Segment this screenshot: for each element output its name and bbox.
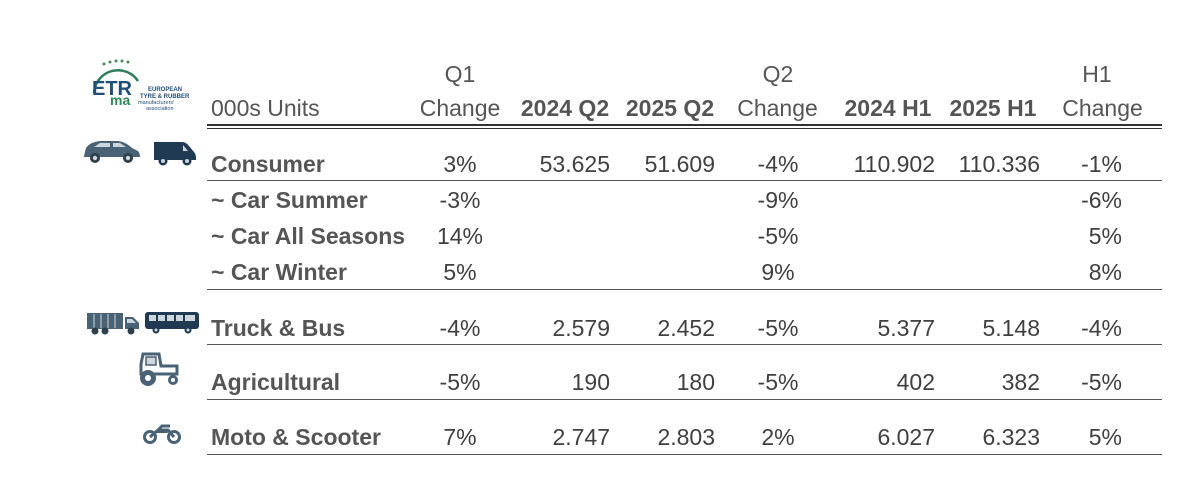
table-row: ~ Car Summer -3% -9% -6% — [0, 182, 1200, 218]
cell-h1-2025: 110.336 — [958, 151, 1040, 177]
cell-h1-2025: 6.323 — [982, 424, 1040, 450]
cell-q1-change: -3% — [439, 187, 481, 213]
truck-icon — [87, 313, 139, 335]
cell-q2-change: -5% — [757, 369, 799, 395]
header-units: 000s Units — [211, 95, 320, 121]
cell-q1-change: 14% — [436, 223, 484, 249]
bus-icon — [145, 312, 199, 334]
cell-q2-change: 9% — [761, 259, 795, 285]
table-row: Moto & Scooter 7% 2.747 2.803 2% 6.027 6.323 5% — [0, 419, 1200, 455]
table-row: Consumer 3% 53.625 51.609 -4% 110.902 110.336 -… — [0, 146, 1200, 182]
cell-q2-change: -5% — [757, 315, 799, 341]
cell-h1-2025: 382 — [1001, 369, 1040, 395]
cell-q1-change: -5% — [439, 369, 481, 395]
header-q2-bottom: Change — [737, 95, 818, 121]
row-label: Agricultural — [211, 369, 341, 395]
row-separator — [207, 289, 1162, 290]
table-row: ~ Car All Seasons 14% -5% 5% — [0, 218, 1200, 254]
svg-text:association: association — [146, 106, 174, 112]
cell-q2-change: -9% — [757, 187, 799, 213]
cell-q2-2025: 2.803 — [657, 424, 715, 450]
cell-q2-change: -4% — [757, 151, 799, 177]
cell-q1-change: 7% — [443, 424, 477, 450]
cell-q2-change: 2% — [761, 424, 795, 450]
cell-h1-2024: 6.027 — [877, 424, 935, 450]
row-label: Truck & Bus — [211, 315, 346, 341]
cell-h1-2024: 5.377 — [877, 315, 935, 341]
etrma-logo: ETR ma EUROPEAN TYRE & RUBBER manufactur… — [92, 59, 190, 112]
row-separator — [207, 454, 1162, 455]
van-icon — [154, 142, 196, 166]
header-q2-top: Q2 — [762, 61, 794, 87]
cell-q2-change: -5% — [757, 223, 799, 249]
cell-h1-2024: 110.902 — [853, 151, 935, 177]
row-separator — [207, 399, 1162, 400]
header-q1-top: Q1 — [444, 61, 476, 87]
header-h1-top: H1 — [1082, 61, 1112, 87]
cell-h1-change: 5% — [1088, 223, 1122, 249]
cell-q2-2024: 2.747 — [552, 424, 610, 450]
cell-q2-2025: 51.609 — [644, 151, 715, 177]
header-h1-bottom: Change — [1062, 95, 1143, 121]
cell-h1-change: -5% — [1081, 369, 1122, 395]
cell-q2-2024: 53.625 — [539, 151, 610, 177]
row-label: ~ Car Winter — [211, 259, 347, 285]
header-rule-bottom — [207, 128, 1162, 129]
table-row: Agricultural -5% 190 180 -5% 402 382 -5% — [0, 364, 1200, 400]
header-2025-q2: 2025 Q2 — [625, 95, 715, 121]
row-label: Consumer — [211, 151, 325, 177]
row-separator — [207, 344, 1162, 345]
cell-h1-change: 8% — [1088, 259, 1122, 285]
row-label: ~ Car All Seasons — [211, 223, 406, 249]
cell-h1-change: 5% — [1088, 424, 1122, 450]
table-row: Truck & Bus -4% 2.579 2.452 -5% 5.377 5.148 -4% — [0, 310, 1200, 346]
row-separator — [207, 180, 1162, 181]
cell-q2-2024: 190 — [571, 369, 610, 395]
svg-text:manufacturers': manufacturers' — [138, 100, 174, 106]
header-2025-h1: 2025 H1 — [949, 95, 1037, 121]
cell-q1-change: -4% — [439, 315, 481, 341]
motorcycle-icon — [143, 424, 181, 444]
svg-text:TYRE & RUBBER: TYRE & RUBBER — [140, 94, 190, 100]
cell-h1-change: -4% — [1081, 315, 1122, 341]
row-label: Moto & Scooter — [211, 424, 381, 450]
row-label: ~ Car Summer — [211, 187, 368, 213]
cell-h1-change: -1% — [1081, 151, 1122, 177]
cell-h1-2024: 402 — [896, 369, 935, 395]
svg-text:EUROPEAN: EUROPEAN — [148, 87, 182, 93]
header-q1-bottom: Change — [419, 95, 501, 121]
table-row: ~ Car Winter 5% 9% 8% — [0, 254, 1200, 290]
cell-q2-2025: 180 — [676, 369, 715, 395]
header-2024-h1: 2024 H1 — [844, 95, 932, 121]
cell-h1-change: -6% — [1081, 187, 1122, 213]
car-icon — [84, 141, 140, 163]
tractor-icon — [139, 352, 179, 386]
header-rule-top — [207, 124, 1162, 126]
svg-text:ma: ma — [110, 92, 130, 108]
header-2024-q2: 2024 Q2 — [520, 95, 610, 121]
cell-q1-change: 5% — [443, 259, 477, 285]
cell-q2-2025: 2.452 — [657, 315, 715, 341]
cell-q1-change: 3% — [443, 151, 477, 177]
cell-h1-2025: 5.148 — [982, 315, 1040, 341]
cell-q2-2024: 2.579 — [552, 315, 610, 341]
svg-text:ETR: ETR — [92, 78, 133, 100]
